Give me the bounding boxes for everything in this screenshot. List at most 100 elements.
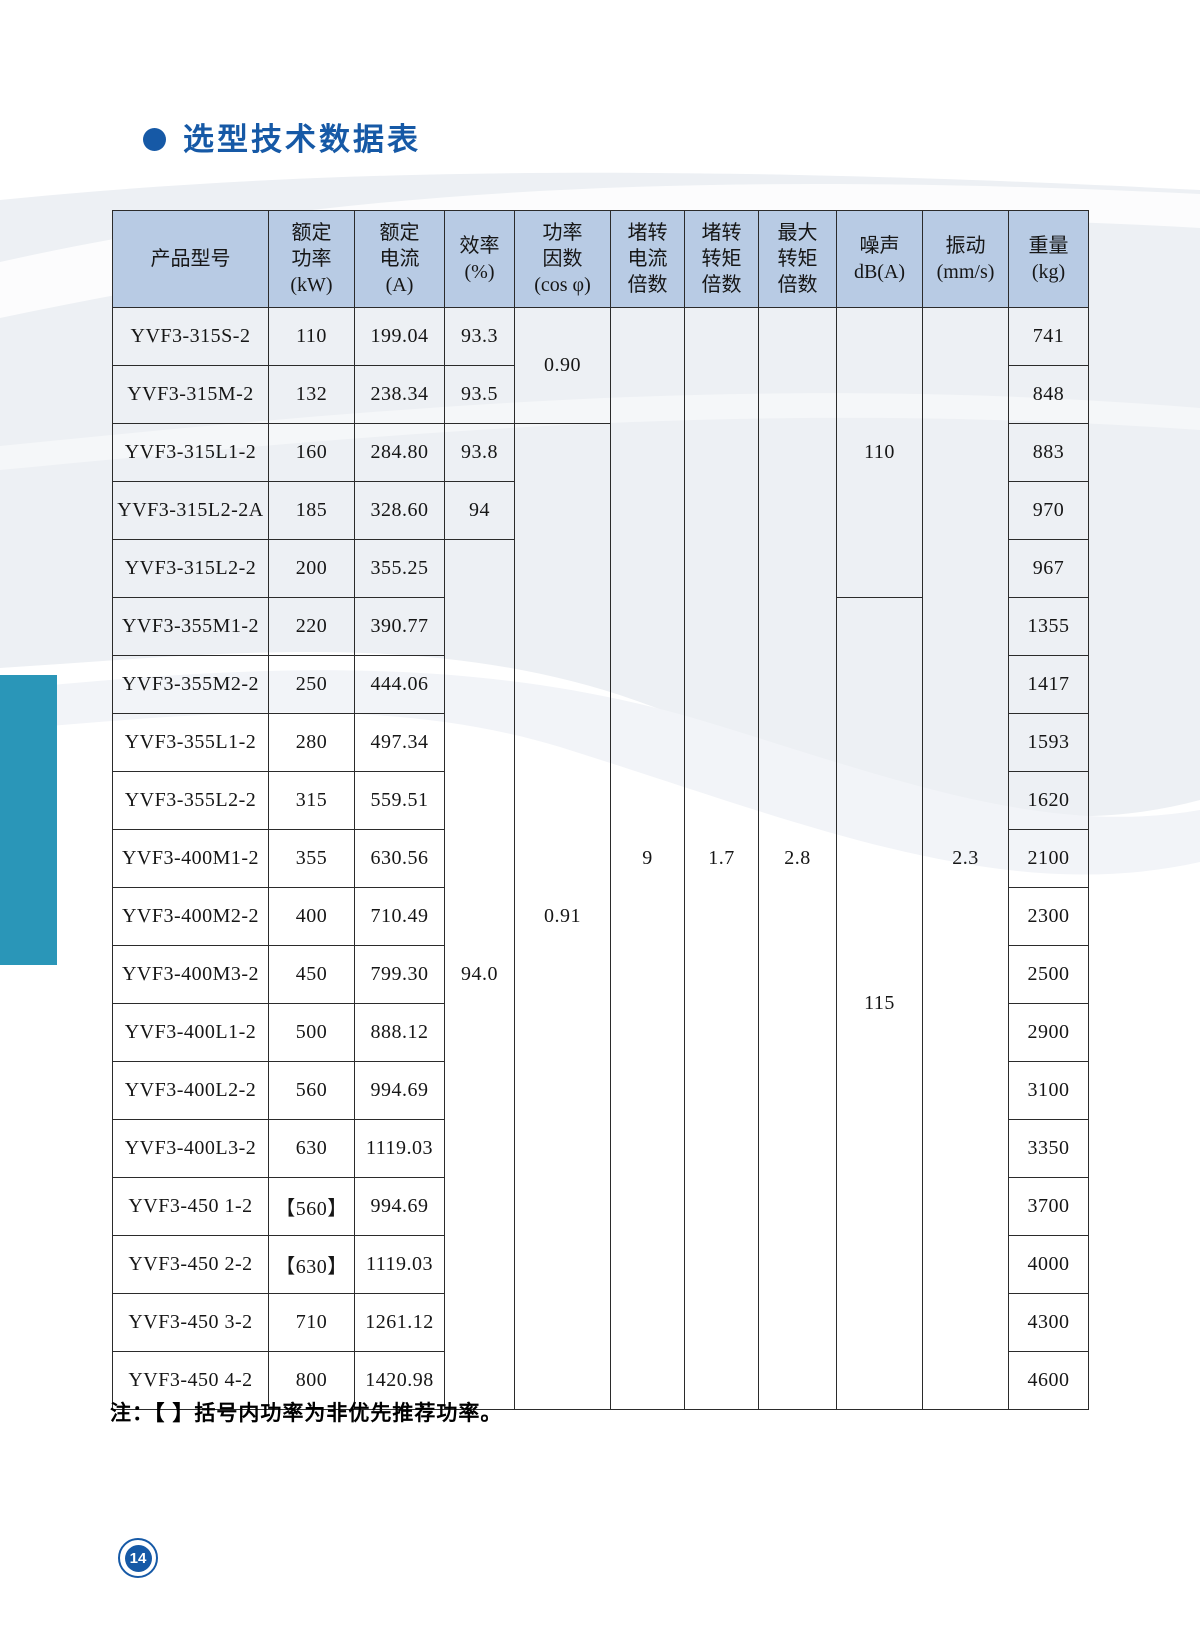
cell-model: YVF3-450 1-2 [112, 1177, 269, 1236]
cell-kw: 630 [268, 1119, 355, 1178]
spec-table: 产品型号 额定 功率 (kW) 额定 电流 (A) 效率 (%) 功率 因数 (cos … [112, 210, 1089, 1410]
cell-model: YVF3-355L1-2 [112, 713, 269, 772]
cell-a: 355.25 [354, 539, 445, 598]
cell-model: YVF3-450 3-2 [112, 1293, 269, 1352]
cell-a: 390.77 [354, 597, 445, 656]
table-row: YVF3-400M1-2 355 630.56 2100 [112, 829, 1089, 888]
cell-vib: 2.3 [922, 307, 1009, 1410]
header-cell-cos: 功率 因数 (cos φ) [514, 210, 611, 308]
table-row: YVF3-355L2-2 315 559.51 1620 [112, 771, 1089, 830]
table-row: YVF3-450 2-2 【630】 1119.03 4000 [112, 1235, 1089, 1294]
cell-weight: 4600 [1008, 1351, 1089, 1410]
table-row: YVF3-315L2-2 200 355.25 94.0 967 [112, 539, 1089, 1410]
cell-kw: 500 [268, 1003, 355, 1062]
cell-a: 994.69 [354, 1177, 445, 1236]
cell-a: 497.34 [354, 713, 445, 772]
cell-kw: 355 [268, 829, 355, 888]
cell-kw: 800 [268, 1351, 355, 1410]
cell-weight: 1417 [1008, 655, 1089, 714]
table-row: YVF3-315L2-2A 185 328.60 94 970 [112, 481, 1089, 540]
cell-model: YVF3-400L3-2 [112, 1119, 269, 1178]
header-row: 产品型号 额定 功率 (kW) 额定 电流 (A) 效率 (%) 功率 因数 (cos … [112, 210, 1089, 308]
cell-cos: 0.90 [514, 307, 611, 424]
cell-a: 284.80 [354, 423, 445, 482]
cell-a: 238.34 [354, 365, 445, 424]
footnote: 注：【 】括号内功率为非优先推荐功率。 [110, 1402, 503, 1425]
cell-weight: 970 [1008, 481, 1089, 540]
cell-kw: 560 [268, 1061, 355, 1120]
header-cell-eff: 效率 (%) [444, 210, 515, 308]
cell-model: YVF3-315L2-2 [112, 539, 269, 598]
cell-a: 888.12 [354, 1003, 445, 1062]
cell-kw: 280 [268, 713, 355, 772]
cell-model: YVF3-450 4-2 [112, 1351, 269, 1410]
title-bullet-icon [143, 128, 166, 151]
table-row: YVF3-315L1-2 160 284.80 93.8 0.91 883 [112, 423, 1089, 1410]
header-cell-vib: 振动 (mm/s) [922, 210, 1009, 308]
table-row: YVF3-450 4-2 800 1420.98 4600 [112, 1351, 1089, 1410]
cell-a: 994.69 [354, 1061, 445, 1120]
header-cell-weight: 重量 (kg) [1008, 210, 1089, 308]
cell-cos: 0.91 [514, 423, 611, 1410]
cell-model: YVF3-315M-2 [112, 365, 269, 424]
cell-model: YVF3-355L2-2 [112, 771, 269, 830]
cell-weight: 2100 [1008, 829, 1089, 888]
table-row: YVF3-400L1-2 500 888.12 2900 [112, 1003, 1089, 1062]
cell-a: 328.60 [354, 481, 445, 540]
cell-kw: 【630】 [268, 1235, 355, 1294]
cell-mt: 2.8 [758, 307, 837, 1410]
cell-eff: 94 [444, 481, 515, 540]
cell-kw: 185 [268, 481, 355, 540]
cell-a: 1119.03 [354, 1235, 445, 1294]
cell-kw: 132 [268, 365, 355, 424]
cell-weight: 967 [1008, 539, 1089, 598]
page-title: 选型技术数据表 [183, 122, 421, 157]
cell-kw: 110 [268, 307, 355, 366]
cell-model: YVF3-400L1-2 [112, 1003, 269, 1062]
cell-model: YVF3-315S-2 [112, 307, 269, 366]
header-cell-mt: 最大 转矩 倍数 [758, 210, 837, 308]
section-title-row: 选型技术数据表 [143, 124, 421, 155]
cell-weight: 2300 [1008, 887, 1089, 946]
cell-weight: 741 [1008, 307, 1089, 366]
cell-kw: 250 [268, 655, 355, 714]
cell-kw: 220 [268, 597, 355, 656]
cell-noise: 110 [836, 307, 923, 598]
cell-weight: 3700 [1008, 1177, 1089, 1236]
table-row: YVF3-450 1-2 【560】 994.69 3700 [112, 1177, 1089, 1236]
cell-a: 799.30 [354, 945, 445, 1004]
cell-weight: 3350 [1008, 1119, 1089, 1178]
page-number-badge: 14 [118, 1538, 158, 1578]
cell-eff: 94.0 [444, 539, 515, 1410]
spec-table-body: YVF3-315S-2 110 199.04 93.3 0.90 9 1.7 2.8 110 2.… [112, 307, 1089, 1410]
cell-a: 630.56 [354, 829, 445, 888]
cell-kw: 400 [268, 887, 355, 946]
cell-a: 559.51 [354, 771, 445, 830]
cell-kw: 450 [268, 945, 355, 1004]
cell-kw: 160 [268, 423, 355, 482]
cell-weight: 1593 [1008, 713, 1089, 772]
cell-lrt: 1.7 [684, 307, 759, 1410]
header-cell-noise: 噪声 dB(A) [836, 210, 923, 308]
cell-kw: 【560】 [268, 1177, 355, 1236]
header-cell-lrt: 堵转 转矩 倍数 [684, 210, 759, 308]
cell-model: YVF3-315L2-2A [112, 481, 269, 540]
header-cell-lrc: 堵转 电流 倍数 [610, 210, 685, 308]
cell-kw: 315 [268, 771, 355, 830]
cell-eff: 93.8 [444, 423, 515, 482]
header-cell-model: 产品型号 [112, 210, 269, 308]
table-row: YVF3-400M3-2 450 799.30 2500 [112, 945, 1089, 1004]
cell-model: YVF3-400M1-2 [112, 829, 269, 888]
cell-eff: 93.5 [444, 365, 515, 424]
table-row: YVF3-400M2-2 400 710.49 2300 [112, 887, 1089, 946]
cell-model: YVF3-355M1-2 [112, 597, 269, 656]
cell-a: 1420.98 [354, 1351, 445, 1410]
table-row: YVF3-450 3-2 710 1261.12 4300 [112, 1293, 1089, 1352]
cell-a: 444.06 [354, 655, 445, 714]
cell-model: YVF3-400L2-2 [112, 1061, 269, 1120]
header-cell-kw: 额定 功率 (kW) [268, 210, 355, 308]
table-row: YVF3-315S-2 110 199.04 93.3 0.90 9 1.7 2.8 110 2.… [112, 307, 1089, 1410]
cell-weight: 848 [1008, 365, 1089, 424]
cell-model: YVF3-355M2-2 [112, 655, 269, 714]
cell-a: 199.04 [354, 307, 445, 366]
